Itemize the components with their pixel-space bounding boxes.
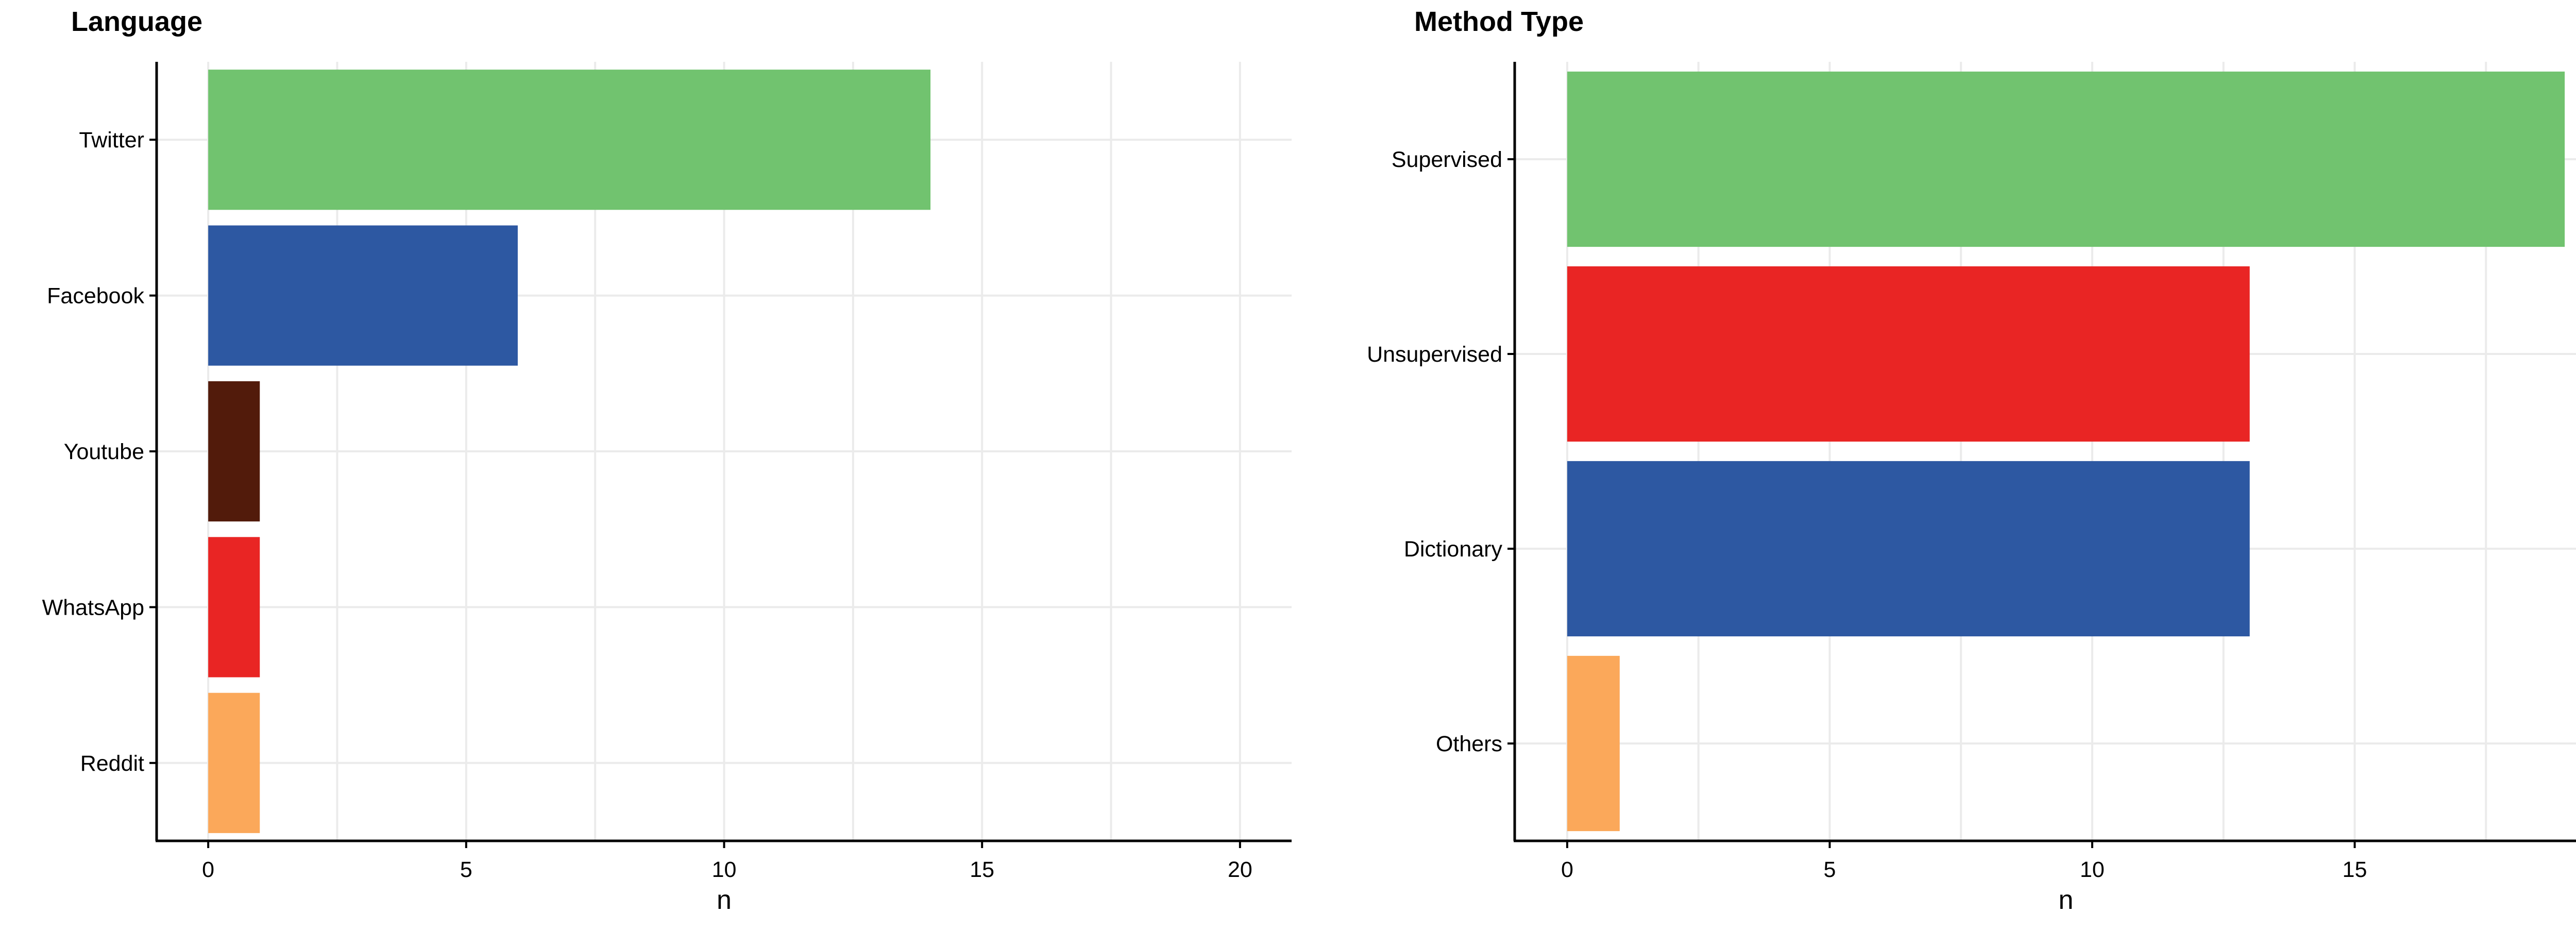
language-bar-reddit: [208, 692, 260, 833]
language-category-label: Youtube: [64, 439, 144, 464]
method-type-panel-title: Method Type: [1414, 6, 1584, 37]
method-type-category-label: Supervised: [1392, 147, 1502, 172]
method-type-category-label: Others: [1436, 732, 1502, 756]
language-category-label: Reddit: [80, 751, 144, 776]
method-type-x-axis-label: n: [2059, 885, 2074, 915]
method-type-x-tick-label: 10: [2080, 857, 2105, 882]
language-category-label: Facebook: [47, 284, 144, 309]
method-type-x-tick-label: 15: [2343, 857, 2367, 882]
method-type-bar-others: [1567, 655, 1620, 832]
language-x-tick-label: 5: [460, 857, 472, 882]
language-x-tick-label: 0: [202, 857, 214, 882]
language-panel-title: Language: [71, 6, 202, 37]
method-type-bar-dictionary: [1567, 461, 2250, 637]
method-type-x-tick-label: 0: [1561, 857, 1573, 882]
method-type-category-label: Dictionary: [1404, 537, 1503, 562]
language-bar-twitter: [208, 70, 931, 210]
method-type-x-tick-label: 5: [1823, 857, 1836, 882]
language-bar-facebook: [208, 225, 518, 366]
language-x-tick-label: 10: [712, 857, 737, 882]
language-x-axis-label: n: [717, 885, 732, 915]
method-type-bar-supervised: [1567, 71, 2565, 247]
language-x-tick-label: 15: [970, 857, 994, 882]
language-bar-whatsapp: [208, 537, 260, 678]
method-type-category-label: Unsupervised: [1367, 342, 1502, 367]
language-panel: Language Twitter Facebook Youtube WhatsApp R…: [42, 6, 1292, 915]
method-type-bar-unsupervised: [1567, 266, 2250, 442]
language-x-tick-label: 20: [1228, 857, 1252, 882]
method-type-panel: Method Type Supervised Unsupervised Dictio…: [1367, 6, 2576, 915]
language-category-label: Twitter: [79, 128, 144, 153]
language-bar-youtube: [208, 381, 260, 522]
language-category-label: WhatsApp: [42, 595, 144, 620]
